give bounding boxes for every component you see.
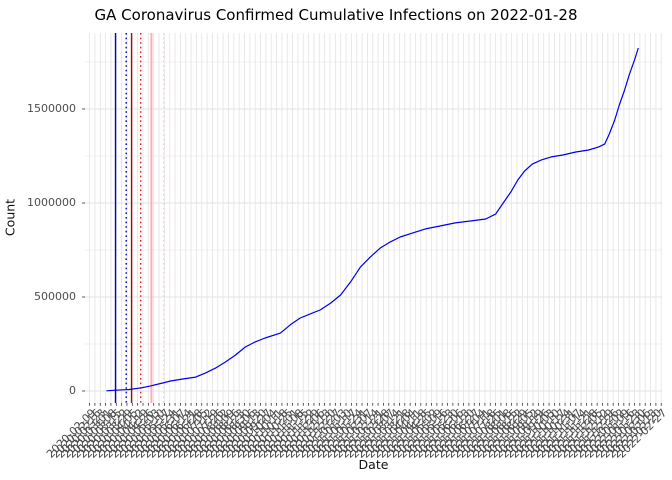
axis-tick-marks — [82, 108, 662, 406]
plot-panel — [85, 33, 662, 403]
y-tick-label: 500000 — [34, 289, 76, 303]
gridlines-vertical — [89, 33, 662, 403]
y-tick-label: 1000000 — [27, 195, 76, 209]
y-axis-title: Count — [2, 198, 18, 237]
data-line-cumulative-confirmed-infections — [106, 47, 639, 392]
gridlines-minor — [85, 61, 662, 345]
y-tick-label: 1500000 — [27, 101, 76, 115]
gridlines-major — [85, 108, 662, 392]
x-axis-title: Date — [358, 457, 389, 472]
y-tick-label: 0 — [69, 384, 76, 397]
event-vlines — [114, 33, 165, 403]
data-series — [106, 47, 639, 392]
chart-title: GA Coronavirus Confirmed Cumulative Infe… — [94, 6, 578, 24]
